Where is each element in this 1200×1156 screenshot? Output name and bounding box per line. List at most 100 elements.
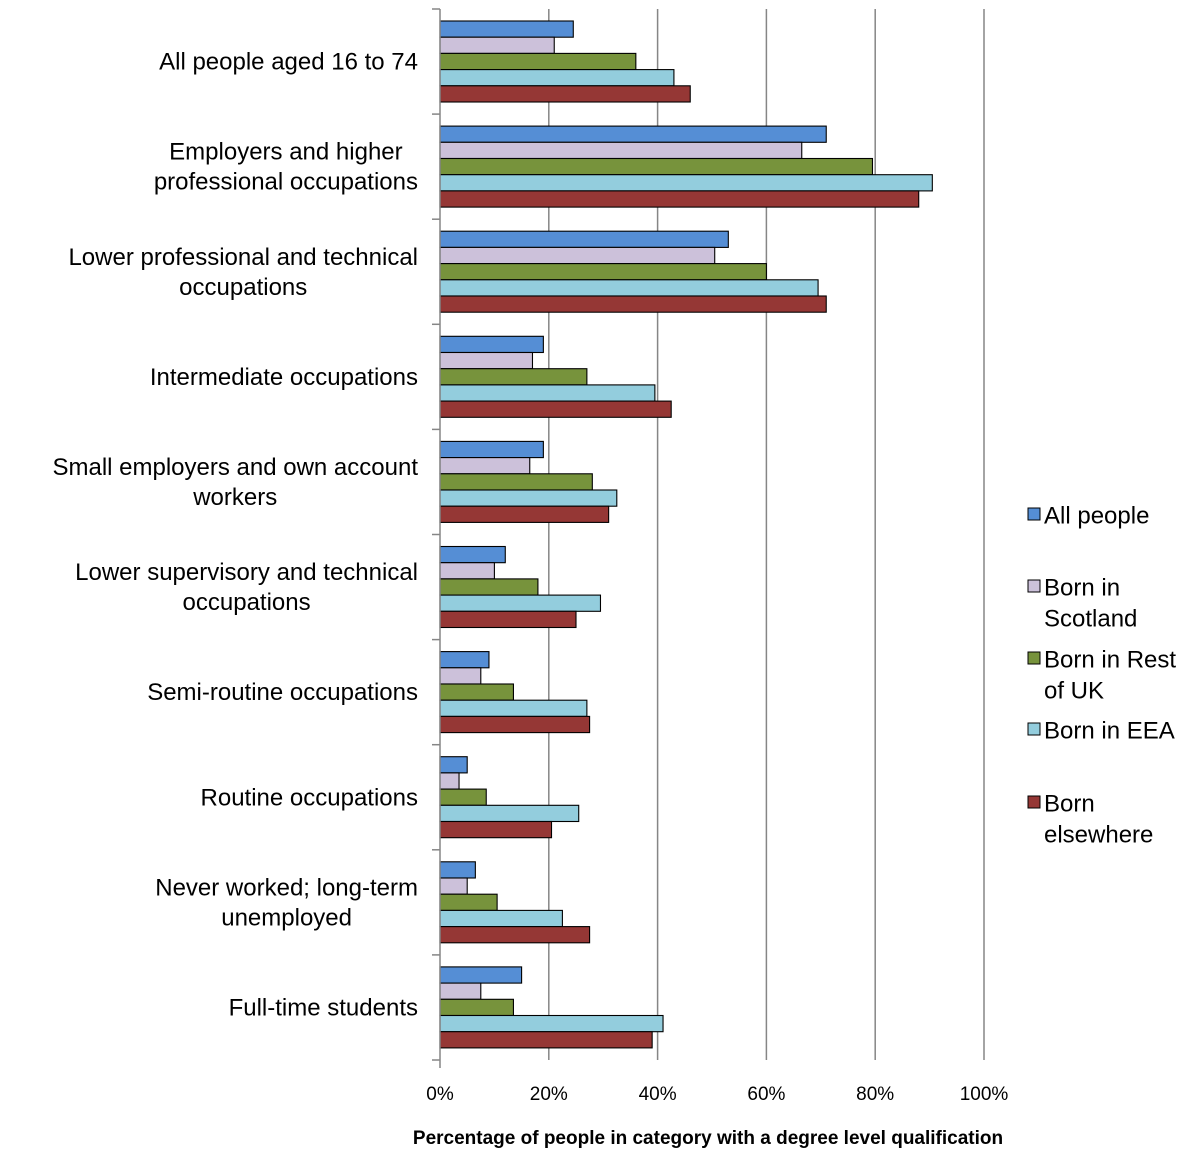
legend-swatch xyxy=(1027,579,1041,593)
bar-born-in-eea-9 xyxy=(439,1014,664,1033)
x-tick-label: 0% xyxy=(426,1084,454,1105)
bars xyxy=(439,20,933,1049)
legend-item: Born in Scotland xyxy=(1027,574,1137,632)
bar-born-in-scotland-7 xyxy=(439,772,460,790)
legend-label: Scotland xyxy=(1044,605,1137,632)
bar-born-elsewhere-7 xyxy=(439,820,553,839)
category-label-line: Intermediate occupations xyxy=(150,364,418,391)
category-label: Lower professional and technical occupati… xyxy=(68,244,418,301)
bar-born-in-rest-of-uk-7 xyxy=(439,788,487,806)
x-tick-label: 20% xyxy=(530,1084,568,1105)
category-label-line: Routine occupations xyxy=(201,784,418,811)
bar-born-in-scotland-1 xyxy=(439,141,803,160)
bar-born-elsewhere-2 xyxy=(439,295,827,313)
bar-born-in-rest-of-uk-5 xyxy=(439,578,539,596)
bar-all-people-9 xyxy=(439,966,523,984)
bar-born-in-eea-2 xyxy=(439,279,819,297)
legend-label: elsewhere xyxy=(1044,821,1153,848)
category-label: Routine occupations xyxy=(201,784,418,811)
bar-born-in-rest-of-uk-1 xyxy=(439,157,874,176)
bar-all-people-0 xyxy=(439,20,574,38)
bar-born-in-scotland-3 xyxy=(439,351,534,370)
bar-born-in-rest-of-uk-9 xyxy=(439,998,514,1017)
legend-item: Born in Rest of UK xyxy=(1027,646,1176,704)
bar-born-in-scotland-6 xyxy=(439,667,482,685)
legend: All people Born in Scotland Born in Rest of … xyxy=(1027,502,1176,848)
bar-born-elsewhere-5 xyxy=(439,610,577,629)
legend-label: of UK xyxy=(1044,677,1104,704)
category-label: All people aged 16 to 74 xyxy=(159,49,418,76)
bar-born-elsewhere-6 xyxy=(439,715,591,734)
bar-born-in-rest-of-uk-0 xyxy=(439,52,637,71)
legend-label: Born in Rest xyxy=(1044,646,1176,673)
bar-born-in-scotland-4 xyxy=(439,457,531,475)
bar-born-in-rest-of-uk-8 xyxy=(439,893,498,911)
bar-born-in-scotland-0 xyxy=(439,36,555,54)
category-label-line: Semi-routine occupations xyxy=(147,679,418,706)
x-tick-label: 40% xyxy=(639,1084,677,1105)
category-label: Full-time students xyxy=(229,994,418,1021)
legend-swatch xyxy=(1027,507,1041,521)
legend-item: Born elsewhere xyxy=(1027,790,1153,848)
category-label: Intermediate occupations xyxy=(150,364,418,391)
bar-born-in-rest-of-uk-6 xyxy=(439,683,514,701)
category-label-line: Full-time students xyxy=(229,994,418,1021)
legend-label: Born in EEA xyxy=(1044,717,1175,744)
category-label-line: Small employers and own account xyxy=(52,454,418,481)
category-label: Small employers and own account workers xyxy=(52,454,418,511)
legend-label: Born in xyxy=(1044,574,1120,601)
bar-all-people-1 xyxy=(439,125,827,143)
bar-born-in-eea-3 xyxy=(439,384,656,402)
legend-label: Born xyxy=(1044,790,1095,817)
bar-born-elsewhere-1 xyxy=(439,190,920,208)
bar-all-people-6 xyxy=(439,651,490,669)
x-axis-title: Percentage of people in category with a … xyxy=(413,1128,1003,1149)
bar-born-elsewhere-8 xyxy=(439,926,591,944)
legend-swatch xyxy=(1027,651,1041,665)
category-label-line: Lower supervisory and technical xyxy=(75,559,418,586)
category-label-line: workers xyxy=(192,484,277,511)
bar-born-in-rest-of-uk-2 xyxy=(439,263,767,281)
legend-item: All people xyxy=(1027,502,1149,529)
bar-born-in-eea-1 xyxy=(439,174,933,192)
bar-born-in-eea-4 xyxy=(439,489,618,507)
category-labels: All people aged 16 to 74 Employers and hi… xyxy=(52,49,418,1022)
legend-label: All people xyxy=(1044,502,1149,529)
bar-born-in-rest-of-uk-4 xyxy=(439,473,593,491)
category-label: Lower supervisory and technical occupatio… xyxy=(75,559,418,616)
category-label-line: occupations xyxy=(179,274,307,301)
category-label-line: unemployed xyxy=(221,904,352,931)
x-tick-labels: 0% 20% 40% 60% 80% 100% xyxy=(426,1084,1008,1105)
bar-born-in-scotland-2 xyxy=(439,246,716,265)
bar-born-in-scotland-9 xyxy=(439,982,482,1000)
bar-born-in-scotland-5 xyxy=(439,562,495,580)
x-tick-label: 100% xyxy=(960,1084,1009,1105)
category-label: Employers and higher professional occupat… xyxy=(154,139,418,196)
bar-all-people-7 xyxy=(439,756,468,774)
bar-born-in-eea-5 xyxy=(439,594,602,612)
x-tick-label: 60% xyxy=(747,1084,785,1105)
x-tick-label: 80% xyxy=(856,1084,894,1105)
bar-born-in-eea-0 xyxy=(439,69,675,87)
bar-all-people-5 xyxy=(439,545,506,564)
category-label-line: occupations xyxy=(183,589,311,616)
bar-born-in-eea-7 xyxy=(439,804,580,823)
category-label: Semi-routine occupations xyxy=(147,679,418,706)
bar-all-people-8 xyxy=(439,861,476,879)
bar-all-people-2 xyxy=(439,230,729,248)
category-label-line: Employers and higher xyxy=(169,139,402,166)
bar-born-in-eea-8 xyxy=(439,909,563,928)
bar-all-people-4 xyxy=(439,440,544,459)
legend-item: Born in EEA xyxy=(1027,717,1175,744)
legend-swatch xyxy=(1027,795,1041,809)
category-label-line: Never worked; long-term xyxy=(155,874,418,901)
legend-swatch xyxy=(1027,722,1041,736)
bar-all-people-3 xyxy=(439,335,544,354)
axes xyxy=(432,8,441,1068)
bar-born-in-scotland-8 xyxy=(439,877,468,895)
bar-born-in-eea-6 xyxy=(439,699,588,717)
bar-born-elsewhere-4 xyxy=(439,505,610,523)
category-label-line: All people aged 16 to 74 xyxy=(159,49,418,76)
